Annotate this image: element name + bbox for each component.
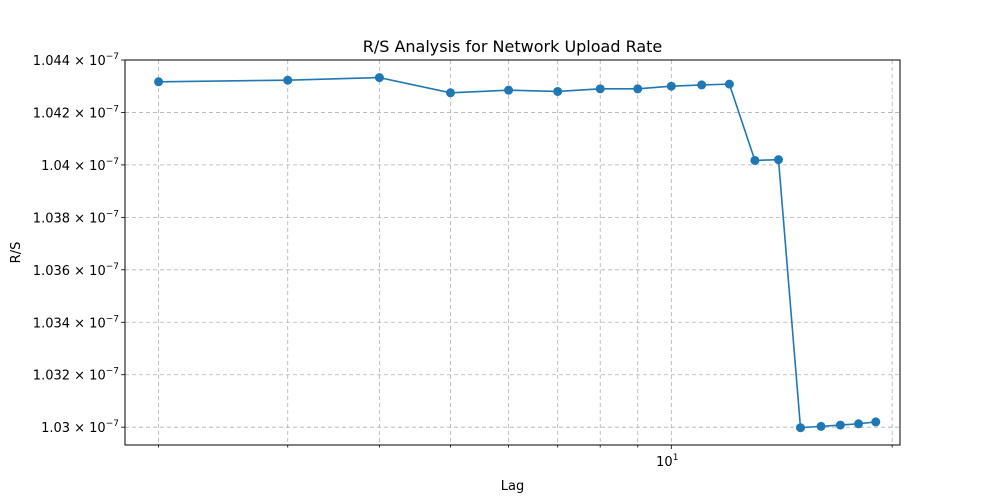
data-point bbox=[504, 85, 514, 95]
y-tick-mantissa: 1.044 × 10 bbox=[33, 54, 106, 69]
y-tick-label: 1.036 × 10−7 bbox=[33, 262, 119, 279]
grid-layer bbox=[125, 59, 900, 445]
plot-area-frame bbox=[124, 59, 901, 446]
data-point bbox=[633, 84, 643, 94]
data-point bbox=[553, 86, 563, 96]
y-tick-exponent: −7 bbox=[106, 314, 119, 324]
y-tick-label: 1.042 × 10−7 bbox=[33, 104, 119, 121]
y-tick-mantissa: 1.042 × 10 bbox=[33, 106, 106, 121]
y-tick-mantissa: 1.036 × 10 bbox=[33, 264, 106, 279]
y-tick-label: 1.04 × 10−7 bbox=[41, 157, 119, 174]
data-point bbox=[854, 419, 864, 429]
data-point bbox=[835, 420, 845, 430]
data-point bbox=[154, 77, 164, 87]
y-tick-exponent: −7 bbox=[106, 209, 119, 219]
y-tick-exponent: −7 bbox=[106, 104, 119, 114]
x-axis-label: Lag bbox=[501, 479, 524, 494]
y-tick-mantissa: 1.032 × 10 bbox=[33, 369, 106, 384]
y-tick-label: 1.03 × 10−7 bbox=[41, 419, 119, 436]
data-point bbox=[283, 75, 293, 85]
data-point bbox=[795, 423, 805, 433]
data-point bbox=[816, 421, 826, 431]
y-tick-mantissa: 1.034 × 10 bbox=[33, 316, 106, 331]
y-tick-mantissa: 1.04 × 10 bbox=[41, 159, 106, 174]
data-point bbox=[724, 79, 734, 89]
series-line bbox=[158, 76, 876, 429]
series-layer bbox=[154, 73, 881, 433]
y-tick-label: 1.044 × 10−7 bbox=[33, 52, 119, 69]
data-point bbox=[750, 155, 760, 165]
y-tick-exponent: −7 bbox=[106, 419, 119, 429]
data-point bbox=[374, 73, 384, 83]
y-tick-label: 1.038 × 10−7 bbox=[33, 209, 119, 226]
y-tick-mantissa: 1.038 × 10 bbox=[33, 211, 106, 226]
data-point bbox=[774, 155, 784, 165]
y-tick-label: 1.034 × 10−7 bbox=[33, 314, 119, 331]
y-tick-exponent: −7 bbox=[106, 157, 119, 167]
chart-title: R/S Analysis for Network Upload Rate bbox=[363, 37, 663, 56]
y-tick-label: 1.032 × 10−7 bbox=[33, 367, 119, 384]
data-point bbox=[595, 84, 605, 94]
x-tick-exponent: 1 bbox=[673, 453, 679, 463]
data-point bbox=[697, 80, 707, 90]
y-tick-exponent: −7 bbox=[106, 367, 119, 377]
data-point bbox=[445, 88, 455, 98]
y-tick-exponent: −7 bbox=[106, 52, 119, 62]
y-tick-mantissa: 1.03 × 10 bbox=[41, 421, 106, 436]
y-tick-exponent: −7 bbox=[106, 262, 119, 272]
x-tick-label: 101 bbox=[656, 453, 678, 470]
data-point bbox=[871, 417, 881, 427]
y-axis-label: R/S bbox=[9, 242, 24, 264]
data-point bbox=[666, 81, 676, 91]
